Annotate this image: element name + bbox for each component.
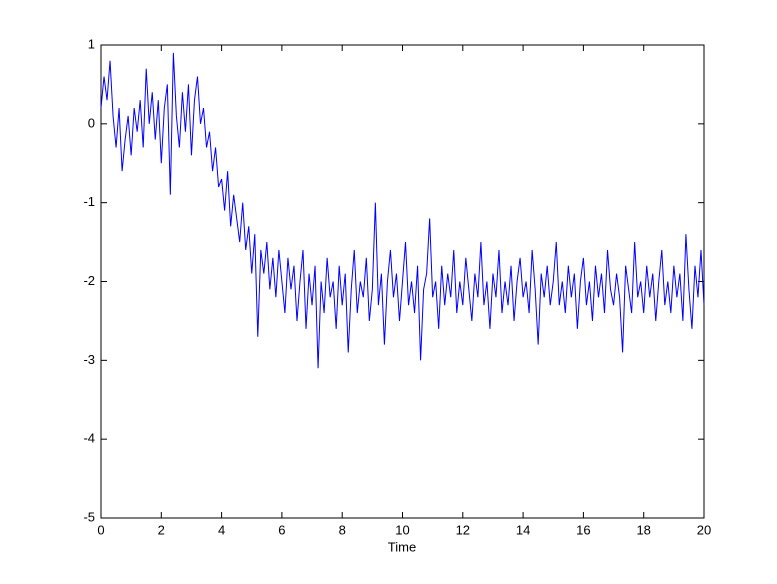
x-tick-label: 16: [576, 522, 590, 537]
x-tick-label: 14: [516, 522, 530, 537]
x-tick-label: 4: [218, 522, 225, 537]
x-tick-label: 20: [697, 522, 711, 537]
y-tick-label: -3: [83, 352, 95, 367]
y-tick-label: 1: [88, 36, 95, 51]
x-tick-label: 8: [339, 522, 346, 537]
x-tick-label: 0: [97, 522, 104, 537]
y-tick-label: -1: [83, 194, 95, 209]
y-tick-label: -4: [83, 431, 95, 446]
data-line: [100, 52, 705, 369]
x-tick-label: 2: [158, 522, 165, 537]
x-tick-label: 6: [278, 522, 285, 537]
y-tick-label: -2: [83, 273, 95, 288]
x-axis-label: Time: [388, 539, 416, 554]
y-tick-label: 0: [88, 115, 95, 130]
x-tick-label: 12: [456, 522, 470, 537]
y-tick-label: -5: [83, 509, 95, 524]
x-tick-label: 18: [636, 522, 650, 537]
x-tick-label: 10: [395, 522, 409, 537]
